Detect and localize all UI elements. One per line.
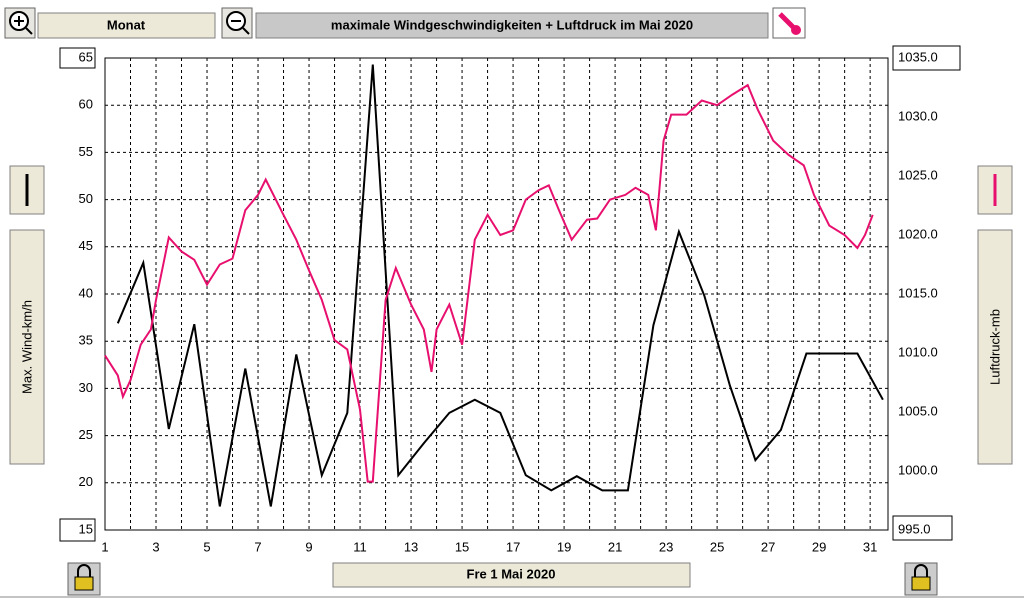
- x-tick-label: 7: [254, 539, 261, 554]
- y-tick-label: 60: [79, 97, 93, 112]
- lock-left[interactable]: [67, 562, 101, 596]
- date-button[interactable]: [332, 562, 691, 588]
- y2-tick-label: 1035.0: [898, 49, 938, 64]
- color-tool[interactable]: [772, 7, 806, 39]
- y-tick-label: 15: [79, 521, 93, 536]
- y-label-panel: [9, 229, 45, 465]
- x-tick-label: 1: [101, 539, 108, 554]
- x-tick-label: 21: [608, 539, 622, 554]
- y-axis-label: Max. Wind-km/h: [19, 300, 34, 394]
- y2-tick-label: 995.0: [898, 521, 931, 536]
- x-tick-label: 3: [152, 539, 159, 554]
- y-tick-label: 40: [79, 285, 93, 300]
- y2-tick-label: 1020.0: [898, 226, 938, 241]
- y-tick-label: 35: [79, 333, 93, 348]
- zoom-out[interactable]: [221, 7, 253, 39]
- y2-tick-label: 1010.0: [898, 344, 938, 359]
- plot-frame: [104, 57, 889, 531]
- x-tick-label: 5: [203, 539, 210, 554]
- y2-axis-label: Luftdruck-mb: [987, 309, 1002, 385]
- y2-tick-label: 1030.0: [898, 108, 938, 123]
- x-tick-label: 11: [353, 539, 367, 554]
- y-bottom-box: [59, 518, 96, 542]
- y-tick-label: 50: [79, 191, 93, 206]
- chart-title: maximale Windgeschwindigkeiten + Luftdru…: [331, 17, 693, 32]
- x-tick-label: 13: [404, 539, 418, 554]
- y2-label-panel: [977, 229, 1013, 465]
- y-tick-label: 20: [79, 474, 93, 489]
- x-tick-label: 27: [761, 539, 775, 554]
- y2-top-box: [892, 45, 961, 71]
- y2-tick-label: 1025.0: [898, 167, 938, 182]
- y2-tick-label: 1015.0: [898, 285, 938, 300]
- x-tick-label: 25: [710, 539, 724, 554]
- y-tick-label: 30: [79, 380, 93, 395]
- zoom-in[interactable]: [4, 7, 36, 39]
- lock-right[interactable]: [904, 562, 938, 596]
- period-button[interactable]: [37, 12, 216, 39]
- series-line: [116, 64, 884, 507]
- y-tick-label: 45: [79, 238, 93, 253]
- x-tick-label: 17: [506, 539, 520, 554]
- x-tick-label: 23: [659, 539, 673, 554]
- y-tick-label: 25: [79, 427, 93, 442]
- y-tick-label: 55: [79, 144, 93, 159]
- y-top-box: [59, 47, 96, 69]
- y2-bottom-box: [892, 515, 953, 541]
- x-tick-label: 9: [305, 539, 312, 554]
- series-line: [104, 83, 874, 483]
- y-tick-label: 65: [79, 49, 93, 64]
- x-tick-label: 31: [863, 539, 877, 554]
- x-tick-label: 29: [812, 539, 826, 554]
- title-panel: [255, 12, 769, 39]
- y2-tick-label: 1000.0: [898, 462, 938, 477]
- x-tick-label: 19: [557, 539, 571, 554]
- date-label: Fre 1 Mai 2020: [467, 566, 556, 581]
- x-tick-label: 15: [455, 539, 469, 554]
- y2-tick-label: 1005.0: [898, 403, 938, 418]
- period-label: Monat: [107, 17, 146, 32]
